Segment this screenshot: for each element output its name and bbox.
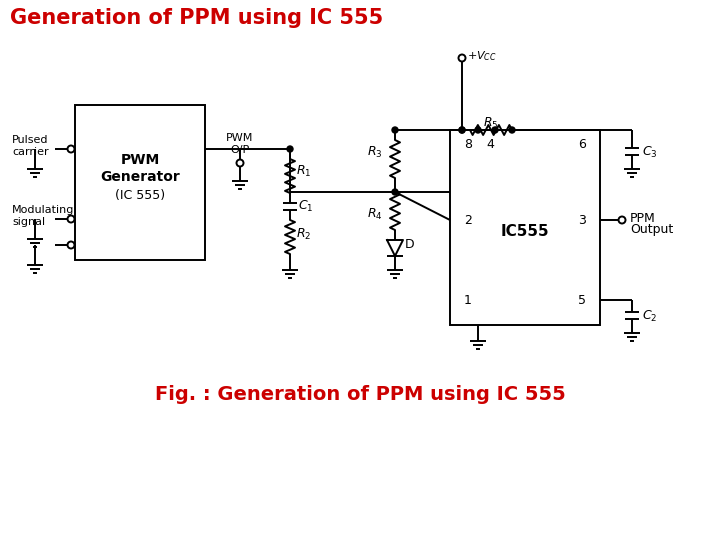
Text: PPM: PPM — [630, 212, 656, 225]
Text: IC555: IC555 — [500, 225, 549, 240]
Circle shape — [287, 146, 293, 152]
Text: Output: Output — [630, 223, 673, 236]
Circle shape — [392, 127, 398, 133]
Text: Modulating: Modulating — [12, 205, 74, 215]
Circle shape — [618, 217, 626, 224]
Text: Fig. : Generation of PPM using IC 555: Fig. : Generation of PPM using IC 555 — [155, 385, 565, 404]
Text: $R_4$: $R_4$ — [367, 206, 383, 221]
Text: 6: 6 — [578, 138, 586, 151]
Text: $C_1$: $C_1$ — [298, 198, 313, 213]
Text: $C_2$: $C_2$ — [642, 308, 657, 323]
Text: 1: 1 — [464, 294, 472, 307]
Bar — [75, 105, 205, 260]
Circle shape — [509, 127, 515, 133]
Text: PWM: PWM — [120, 153, 160, 167]
Text: 3: 3 — [578, 213, 586, 226]
Circle shape — [392, 189, 398, 195]
Text: $R_3$: $R_3$ — [367, 144, 383, 159]
Text: signal: signal — [12, 217, 45, 227]
Text: +$V_{CC}$: +$V_{CC}$ — [467, 49, 497, 63]
Text: Generator: Generator — [100, 170, 180, 184]
Text: $R_5$: $R_5$ — [483, 116, 499, 131]
Circle shape — [68, 145, 74, 152]
Circle shape — [68, 215, 74, 222]
Text: PWM: PWM — [226, 133, 253, 143]
Text: 2: 2 — [464, 213, 472, 226]
Text: $R_2$: $R_2$ — [296, 226, 311, 241]
Text: Generation of PPM using IC 555: Generation of PPM using IC 555 — [10, 8, 383, 28]
Text: (IC 555): (IC 555) — [115, 188, 165, 201]
Circle shape — [459, 127, 465, 133]
Circle shape — [492, 127, 498, 133]
Text: D: D — [405, 238, 415, 251]
Text: 4: 4 — [486, 138, 494, 151]
Text: $C_3$: $C_3$ — [642, 144, 657, 159]
Text: Pulsed: Pulsed — [12, 135, 48, 145]
Text: $R_1$: $R_1$ — [296, 164, 312, 179]
Circle shape — [459, 55, 466, 62]
Circle shape — [459, 127, 465, 133]
Text: 8: 8 — [464, 138, 472, 151]
Bar — [450, 130, 600, 325]
Text: 5: 5 — [578, 294, 586, 307]
Circle shape — [236, 159, 243, 166]
Text: carrier: carrier — [12, 147, 49, 157]
Circle shape — [475, 127, 481, 133]
Text: O/P: O/P — [230, 145, 250, 155]
Circle shape — [68, 241, 74, 248]
